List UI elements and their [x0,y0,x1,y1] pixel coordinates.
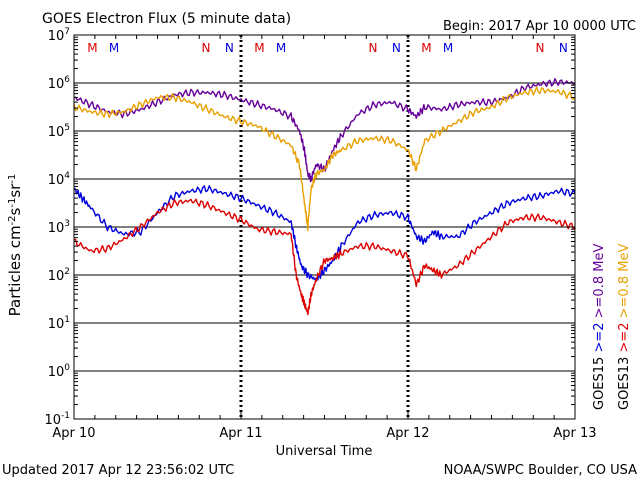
satellite-marker: N [535,41,544,55]
y-axis-ticks: 107 106 105 104 103 102 101 100 10-1 [44,27,575,428]
satellite-marker: M [87,41,97,55]
satellite-marker: M [254,41,264,55]
legend: GOES15 >=2 >=0.8 MeV GOES13 >=2 >=0.8 MeV [592,244,632,410]
x-tick-label: Apr 13 [553,426,596,441]
legend-entry: GOES13 >=2 >=0.8 MeV [617,244,632,410]
satellite-marker: M [276,41,286,55]
x-axis-ticks: Apr 10 Apr 11 Apr 12 Apr 13 [52,35,597,441]
satellite-marker: N [559,41,568,55]
y-tick-label: 101 [48,315,70,332]
y-tick-label: 103 [48,219,70,236]
y-tick-label: 107 [48,27,70,44]
satellite-marker: N [392,41,401,55]
x-tick-label: Apr 12 [386,426,429,441]
x-axis-label: Universal Time [276,444,373,459]
satellite-marker: M [421,41,431,55]
y-tick-label: 105 [48,123,70,140]
satellite-marker: N [201,41,210,55]
begin-date-label: Begin: 2017 Apr 10 0000 UTC [443,19,636,34]
series-line [73,185,576,281]
data-series [73,77,576,316]
y-tick-label: 106 [48,75,71,92]
y-tick-label: 10-1 [44,411,70,428]
satellite-marker: M [443,41,453,55]
satellite-marker: N [225,41,234,55]
y-tick-label: 104 [48,171,71,188]
series-line [73,86,576,232]
chart-title: GOES Electron Flux (5 minute data) [42,11,291,27]
x-tick-label: Apr 11 [219,426,262,441]
y-axis-label: Particles cm-2s-1sr-1 [6,174,24,317]
y-tick-label: 102 [48,267,70,284]
series-line [73,198,576,316]
series-line [73,77,576,183]
credit-label: NOAA/SWPC Boulder, CO USA [444,463,637,478]
x-tick-label: Apr 10 [52,426,95,441]
satellite-marker: M [109,41,119,55]
legend-entry: GOES15 >=2 >=0.8 MeV [592,244,607,410]
satellite-marker: N [368,41,377,55]
updated-timestamp: Updated 2017 Apr 12 23:56:02 UTC [2,463,234,478]
y-tick-label: 100 [48,363,71,380]
